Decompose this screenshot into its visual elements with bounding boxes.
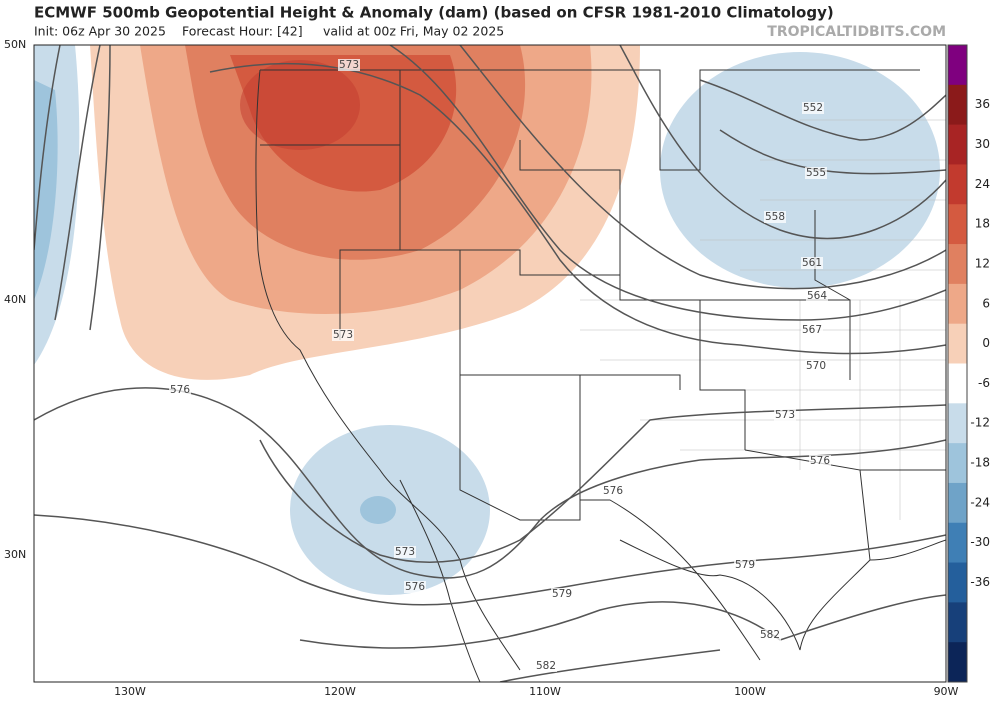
lon-label: 110W: [529, 685, 561, 698]
colorbar-frame: [947, 44, 968, 683]
colorbar-label: 6: [982, 296, 990, 310]
contour-label-bg: [805, 167, 827, 179]
lat-label: 50N: [4, 38, 26, 51]
contour-label: 582: [760, 629, 780, 641]
contour-label: 552: [803, 102, 823, 114]
contour-label-bg: [806, 290, 828, 302]
colorbar-segment: [948, 45, 967, 86]
contour-label: 576: [603, 485, 623, 497]
contour-label: 564: [807, 290, 827, 302]
contour-label-bg: [404, 581, 426, 593]
colorbar-segment: [948, 403, 967, 444]
contour-label: 558: [765, 211, 785, 223]
contour-label-bg: [809, 455, 831, 467]
contour-label-bg: [801, 324, 823, 336]
contour-label-bg: [602, 485, 624, 497]
forecast-hour: Forecast Hour: [42]: [182, 24, 303, 39]
colorbar-label: 18: [975, 217, 990, 231]
colorbar-segment: [948, 84, 967, 126]
colorbar-segment: [948, 244, 967, 285]
contour-label-bg: [805, 360, 827, 372]
contour-label: 573: [333, 329, 353, 341]
contour-label-bg: [338, 59, 360, 71]
lat-label: 40N: [4, 293, 26, 306]
contour-label: 573: [775, 409, 795, 421]
contour-label: 582: [536, 660, 556, 672]
contour-label-bg: [394, 546, 416, 558]
contour-label-bg: [774, 409, 796, 421]
contour-label: 576: [405, 581, 425, 593]
contour-label: 573: [395, 546, 415, 558]
brand: TROPICALTIDBITS.COM: [767, 24, 946, 40]
contour-label: 573: [339, 59, 359, 71]
colorbar-label: -6: [978, 376, 990, 390]
contour-label-bg: [759, 629, 781, 641]
colorbar-segment: [948, 283, 967, 325]
contour-label: 576: [170, 384, 190, 396]
colorbar-segment: [948, 602, 967, 643]
colorbar-segment: [948, 204, 967, 245]
colorbar-label: -36: [970, 575, 990, 589]
map-area: [33, 44, 947, 683]
lon-label: 120W: [324, 685, 356, 698]
colorbar-segment: [948, 642, 967, 683]
colorbar-label: -18: [970, 456, 990, 470]
contour-label-bg: [332, 329, 354, 341]
contour-label: 579: [735, 559, 755, 571]
lon-label: 90W: [934, 685, 959, 698]
contour-label-bg: [169, 384, 191, 396]
colorbar-segment: [948, 363, 967, 404]
contour-label: 561: [802, 257, 822, 269]
lon-label: 130W: [114, 685, 146, 698]
colorbar-segment: [948, 124, 967, 165]
contour-label-bg: [801, 257, 823, 269]
colorbar-segment: [948, 482, 967, 524]
colorbar-label: -30: [970, 535, 990, 549]
colorbar-segment: [948, 562, 967, 603]
colorbar-label: 0: [982, 336, 990, 350]
contour-label-bg: [535, 660, 557, 672]
contour-label-bg: [734, 559, 756, 571]
valid-time: valid at 00z Fri, May 02 2025: [323, 24, 504, 39]
contour-label: 570: [806, 360, 826, 372]
colorbar-label: 12: [975, 256, 990, 270]
contour-label: 555: [806, 167, 826, 179]
contour-label-bg: [764, 211, 786, 223]
lon-label: 100W: [734, 685, 766, 698]
colorbar-label: -24: [970, 495, 990, 509]
contour-label: 579: [552, 588, 572, 600]
contour-label-bg: [551, 588, 573, 600]
colorbar-segment: [948, 443, 967, 484]
lat-label: 30N: [4, 548, 26, 561]
colorbar-segment: [948, 522, 967, 564]
colorbar-segment: [948, 164, 967, 205]
contour-label: 576: [810, 455, 830, 467]
colorbar-label: 24: [975, 177, 990, 191]
contour-label: 567: [802, 324, 822, 336]
title: ECMWF 500mb Geopotential Height & Anomal…: [34, 4, 834, 22]
init-time: Init: 06z Apr 30 2025: [34, 24, 166, 39]
contour-label-bg: [802, 102, 824, 114]
colorbar-segment: [948, 323, 967, 364]
colorbar-label: -12: [970, 416, 990, 430]
colorbar-label: 36: [975, 97, 990, 111]
colorbar-label: 30: [975, 137, 990, 151]
